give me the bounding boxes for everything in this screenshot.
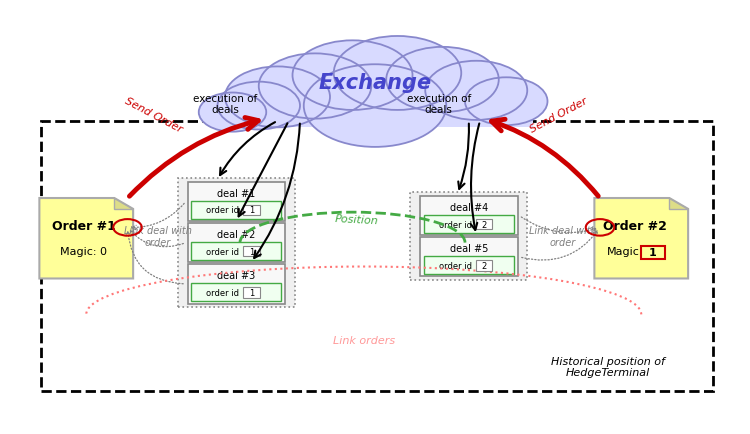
Text: 1: 1	[649, 248, 656, 257]
FancyBboxPatch shape	[188, 182, 285, 221]
Circle shape	[259, 54, 371, 119]
Circle shape	[465, 78, 548, 126]
Text: execution of
deals: execution of deals	[406, 93, 471, 115]
Text: deal #4: deal #4	[450, 202, 488, 212]
FancyBboxPatch shape	[243, 205, 260, 216]
Text: Exchange: Exchange	[319, 72, 431, 92]
Text: deal #5: deal #5	[449, 243, 488, 253]
FancyBboxPatch shape	[191, 243, 281, 260]
FancyBboxPatch shape	[420, 196, 518, 235]
Text: Magic: 0: Magic: 0	[61, 247, 107, 256]
Polygon shape	[114, 199, 134, 210]
Text: deal #3: deal #3	[217, 271, 255, 281]
Text: deal #1: deal #1	[217, 188, 255, 198]
Text: Link deal with
order: Link deal with order	[124, 226, 191, 247]
FancyBboxPatch shape	[476, 260, 492, 271]
Circle shape	[304, 65, 446, 148]
FancyBboxPatch shape	[217, 102, 532, 128]
Text: 2: 2	[482, 261, 486, 270]
Text: Magic:: Magic:	[607, 247, 643, 256]
Text: 1: 1	[249, 288, 254, 297]
FancyBboxPatch shape	[243, 247, 260, 257]
Circle shape	[199, 93, 266, 132]
Circle shape	[334, 37, 461, 111]
Circle shape	[425, 62, 527, 121]
Text: Send Order: Send Order	[123, 96, 184, 134]
Text: 2: 2	[482, 220, 486, 229]
Polygon shape	[40, 199, 134, 279]
Circle shape	[386, 48, 499, 113]
Text: order id: order id	[206, 206, 239, 215]
Text: Link deal with
order: Link deal with order	[529, 226, 596, 247]
FancyBboxPatch shape	[420, 238, 518, 277]
Bar	[41, 122, 712, 391]
Text: Order #1: Order #1	[52, 219, 116, 232]
Circle shape	[292, 41, 412, 111]
Text: deal #2: deal #2	[217, 230, 256, 240]
Circle shape	[217, 82, 300, 130]
Text: order id: order id	[206, 288, 239, 297]
Text: Send Order: Send Order	[528, 96, 590, 134]
Text: 1: 1	[249, 206, 254, 215]
FancyBboxPatch shape	[640, 246, 664, 259]
FancyBboxPatch shape	[178, 179, 295, 307]
Text: order id: order id	[439, 261, 472, 270]
Text: Link orders: Link orders	[333, 336, 394, 345]
FancyBboxPatch shape	[476, 219, 492, 230]
Text: order id: order id	[206, 247, 239, 256]
FancyBboxPatch shape	[188, 265, 285, 304]
Polygon shape	[669, 199, 688, 210]
FancyBboxPatch shape	[191, 284, 281, 302]
Text: 1: 1	[249, 247, 254, 256]
Text: Position: Position	[334, 213, 378, 225]
Text: Order #2: Order #2	[603, 219, 668, 232]
FancyBboxPatch shape	[410, 193, 527, 280]
Polygon shape	[594, 199, 688, 279]
Text: Historical position of
HedgeTerminal: Historical position of HedgeTerminal	[550, 356, 664, 378]
FancyBboxPatch shape	[188, 224, 285, 263]
Circle shape	[225, 67, 330, 128]
FancyBboxPatch shape	[424, 215, 514, 233]
FancyBboxPatch shape	[191, 201, 281, 219]
Text: execution of
deals: execution of deals	[193, 93, 257, 115]
FancyBboxPatch shape	[243, 288, 260, 298]
Text: order id: order id	[439, 220, 472, 229]
FancyBboxPatch shape	[424, 256, 514, 274]
